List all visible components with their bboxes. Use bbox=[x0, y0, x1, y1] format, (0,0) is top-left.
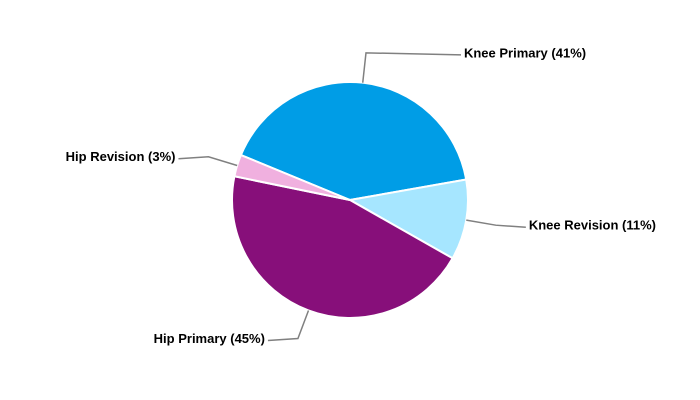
slice-label: Hip Revision (3%) bbox=[66, 149, 176, 164]
leader-line bbox=[267, 310, 310, 342]
leader-line bbox=[361, 52, 461, 83]
slice-label: Hip Primary (45%) bbox=[154, 331, 265, 346]
leader-line bbox=[466, 219, 526, 228]
pie-slice bbox=[231, 175, 454, 319]
pie-slice bbox=[239, 81, 468, 202]
pie-slice bbox=[347, 178, 469, 260]
slice-label: Knee Revision (11%) bbox=[529, 218, 656, 233]
leader-line bbox=[178, 155, 238, 167]
slice-label: Knee Primary (41%) bbox=[464, 45, 586, 60]
pie-slice bbox=[233, 153, 351, 201]
